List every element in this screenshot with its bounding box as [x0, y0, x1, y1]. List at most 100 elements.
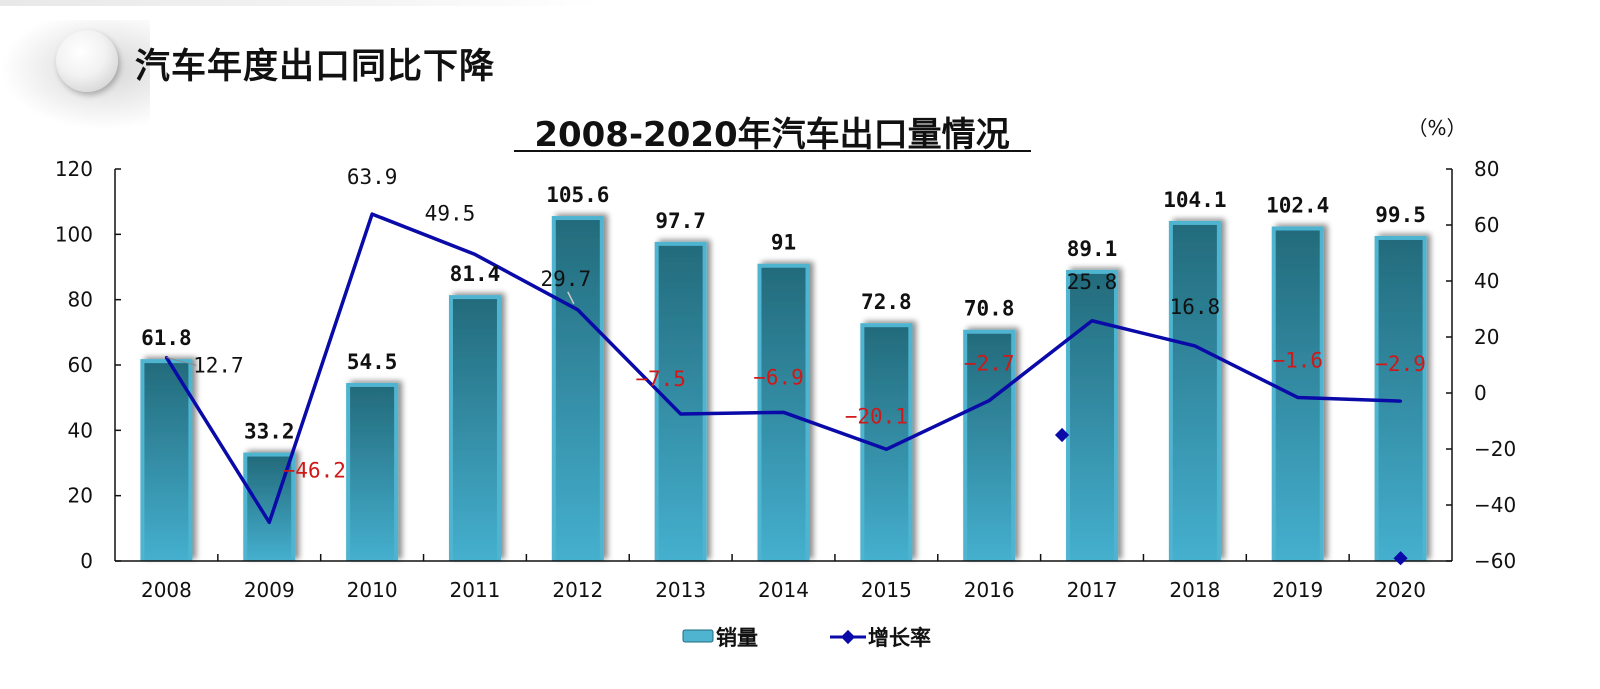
x-axis-tick-label: 2016 [964, 578, 1015, 602]
diamond-marker [1393, 551, 1408, 566]
legend-label-sales: 销量 [716, 626, 758, 650]
growth-rate-label: −20.1 [845, 404, 908, 428]
right-axis-unit: （%） [1407, 116, 1466, 140]
right-axis-tick-label: 20 [1474, 325, 1499, 349]
legend-diamond-icon [840, 629, 856, 645]
bar-group [1271, 226, 1324, 561]
section-title: 汽车年度出口同比下降 [135, 47, 496, 87]
growth-rate-label: −2.7 [964, 352, 1015, 376]
bar-2010 [350, 386, 395, 561]
x-axis-tick-label: 2008 [141, 578, 192, 602]
growth-rate-label: 29.7 [541, 267, 592, 291]
diamond-marker [1054, 427, 1070, 443]
growth-rate-point-2018 [1193, 344, 1197, 348]
growth-rate-point-2013 [679, 412, 683, 416]
growth-rate-point-2010 [370, 212, 374, 216]
bar-value-label: 91 [771, 231, 796, 255]
bar-2014 [761, 267, 806, 561]
growth-rate-point-2015 [884, 447, 888, 451]
legend-swatch-bar [682, 629, 714, 643]
x-axis-tick-label: 2015 [861, 578, 912, 602]
bar-group [963, 329, 1016, 561]
label-leader-line [567, 291, 575, 305]
bar-group [654, 241, 707, 561]
x-axis-tick-label: 2019 [1272, 578, 1323, 602]
top-decorative-strip [0, 0, 600, 6]
left-axis-tick-label: 40 [68, 418, 93, 442]
x-axis-tick-label: 2010 [347, 578, 398, 602]
label-leader-line [166, 356, 197, 366]
globe-emblem-icon [56, 30, 118, 92]
right-axis-tick-label: −20 [1474, 437, 1516, 461]
bar-value-label: 99.5 [1375, 203, 1426, 227]
growth-rate-label: −6.9 [753, 365, 804, 389]
growth-rate-label: 12.7 [193, 353, 244, 377]
left-axis-tick-label: 0 [80, 549, 93, 573]
growth-rate-label: −1.6 [1272, 348, 1323, 372]
right-axis-tick-label: 60 [1474, 213, 1499, 237]
growth-rate-point-2009 [267, 520, 271, 524]
bar-value-label: 105.6 [546, 183, 609, 207]
legend-label-growth: 增长率 [868, 626, 931, 650]
bar-2016 [967, 333, 1012, 561]
bar-value-label: 61.8 [141, 326, 192, 350]
bar-group [346, 382, 399, 561]
bar-value-label: 97.7 [655, 209, 706, 233]
bar-2012 [555, 220, 600, 562]
legend-item-sales: 销量 [682, 626, 758, 650]
bar-value-label: 89.1 [1067, 237, 1118, 261]
bar-2011 [452, 299, 497, 561]
x-axis-tick-label: 2017 [1067, 578, 1118, 602]
growth-rate-point-2016 [987, 399, 991, 403]
growth-rate-label: −7.5 [635, 367, 686, 391]
growth-rate-label: 49.5 [425, 201, 476, 225]
bar-2008 [144, 363, 189, 561]
growth-rate-point-2020 [1399, 399, 1403, 403]
bar-group [448, 295, 501, 561]
growth-rate-point-2017 [1090, 319, 1094, 323]
left-axis-tick-label: 20 [68, 484, 93, 508]
growth-rate-point-2014 [782, 410, 785, 414]
bar-value-label: 72.8 [861, 290, 912, 314]
bar-group [1168, 220, 1221, 561]
growth-rate-label: −2.9 [1375, 352, 1426, 376]
x-axis-tick-label: 2018 [1169, 578, 1220, 602]
growth-rate-label: −46.2 [283, 458, 346, 482]
bar-group [1066, 269, 1119, 561]
right-axis-tick-label: 40 [1474, 269, 1499, 293]
growth-rate-point-2011 [473, 252, 477, 256]
bar-value-label: 54.5 [347, 350, 398, 374]
right-axis-tick-label: 80 [1474, 157, 1499, 181]
bar-2013 [658, 245, 703, 561]
left-axis-tick-label: 80 [68, 288, 93, 312]
x-axis-tick-label: 2020 [1375, 578, 1426, 602]
x-axis-tick-label: 2011 [450, 578, 501, 602]
growth-rate-label: 25.8 [1067, 270, 1118, 294]
x-axis-tick-label: 2013 [655, 578, 706, 602]
bar-2018 [1172, 224, 1217, 561]
right-axis-tick-label: −60 [1474, 549, 1516, 573]
right-axis-tick-label: −40 [1474, 493, 1516, 517]
chart-title: 2008-2020年汽车出口量情况 [534, 115, 1009, 155]
legend-item-growth: 增长率 [830, 626, 931, 650]
bar-value-label: 102.4 [1266, 193, 1329, 217]
x-axis-tick-label: 2012 [552, 578, 603, 602]
growth-rate-label: 63.9 [347, 165, 398, 189]
bar-value-label: 70.8 [964, 297, 1015, 321]
growth-rate-point-2012 [576, 308, 580, 312]
bar-value-label: 104.1 [1163, 188, 1226, 212]
left-axis-tick-label: 100 [55, 222, 93, 246]
left-axis-tick-label: 120 [55, 157, 93, 181]
bar-group [1374, 235, 1427, 561]
bar-value-label: 33.2 [244, 420, 295, 444]
bar-value-label: 81.4 [450, 262, 501, 286]
bar-group [140, 359, 193, 561]
left-axis-tick-label: 60 [68, 353, 93, 377]
bar-group [551, 216, 604, 562]
growth-rate-point-2019 [1296, 395, 1300, 399]
x-axis-tick-label: 2009 [244, 578, 295, 602]
right-axis-tick-label: 0 [1474, 381, 1487, 405]
growth-rate-label: 16.8 [1170, 295, 1221, 319]
x-axis-tick-label: 2014 [758, 578, 809, 602]
